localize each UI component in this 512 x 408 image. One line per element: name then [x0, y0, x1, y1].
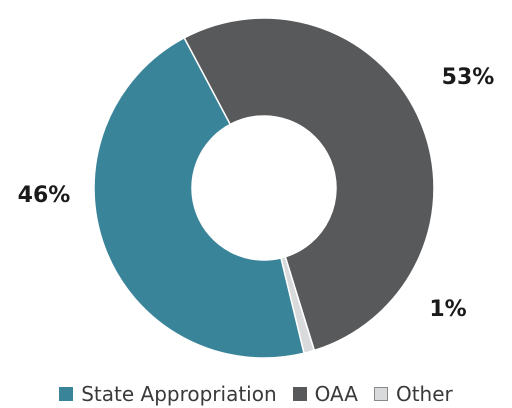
donut-chart: 53% 1% 46% [18, 17, 495, 359]
legend-label-other: Other [395, 382, 453, 406]
slices-group [93, 17, 435, 359]
slice-oaa [183, 17, 435, 352]
legend: State Appropriation OAA Other [0, 382, 512, 406]
legend-swatch-state-appropriation [59, 387, 74, 401]
legend-label-oaa: OAA [314, 382, 358, 406]
data-label-state-appropriation: 46% [18, 183, 71, 208]
legend-item-oaa: OAA [292, 382, 358, 406]
legend-label-state-appropriation: State Appropriation [81, 382, 277, 406]
data-label-other: 1% [429, 297, 466, 322]
legend-item-state-appropriation: State Appropriation [59, 382, 277, 406]
legend-swatch-other [373, 387, 388, 401]
legend-swatch-oaa [292, 387, 307, 401]
legend-item-other: Other [373, 382, 453, 406]
data-labels-group: 53% 1% 46% [18, 65, 495, 322]
slice-state-appropriation [93, 36, 305, 359]
data-label-oaa: 53% [442, 65, 495, 90]
